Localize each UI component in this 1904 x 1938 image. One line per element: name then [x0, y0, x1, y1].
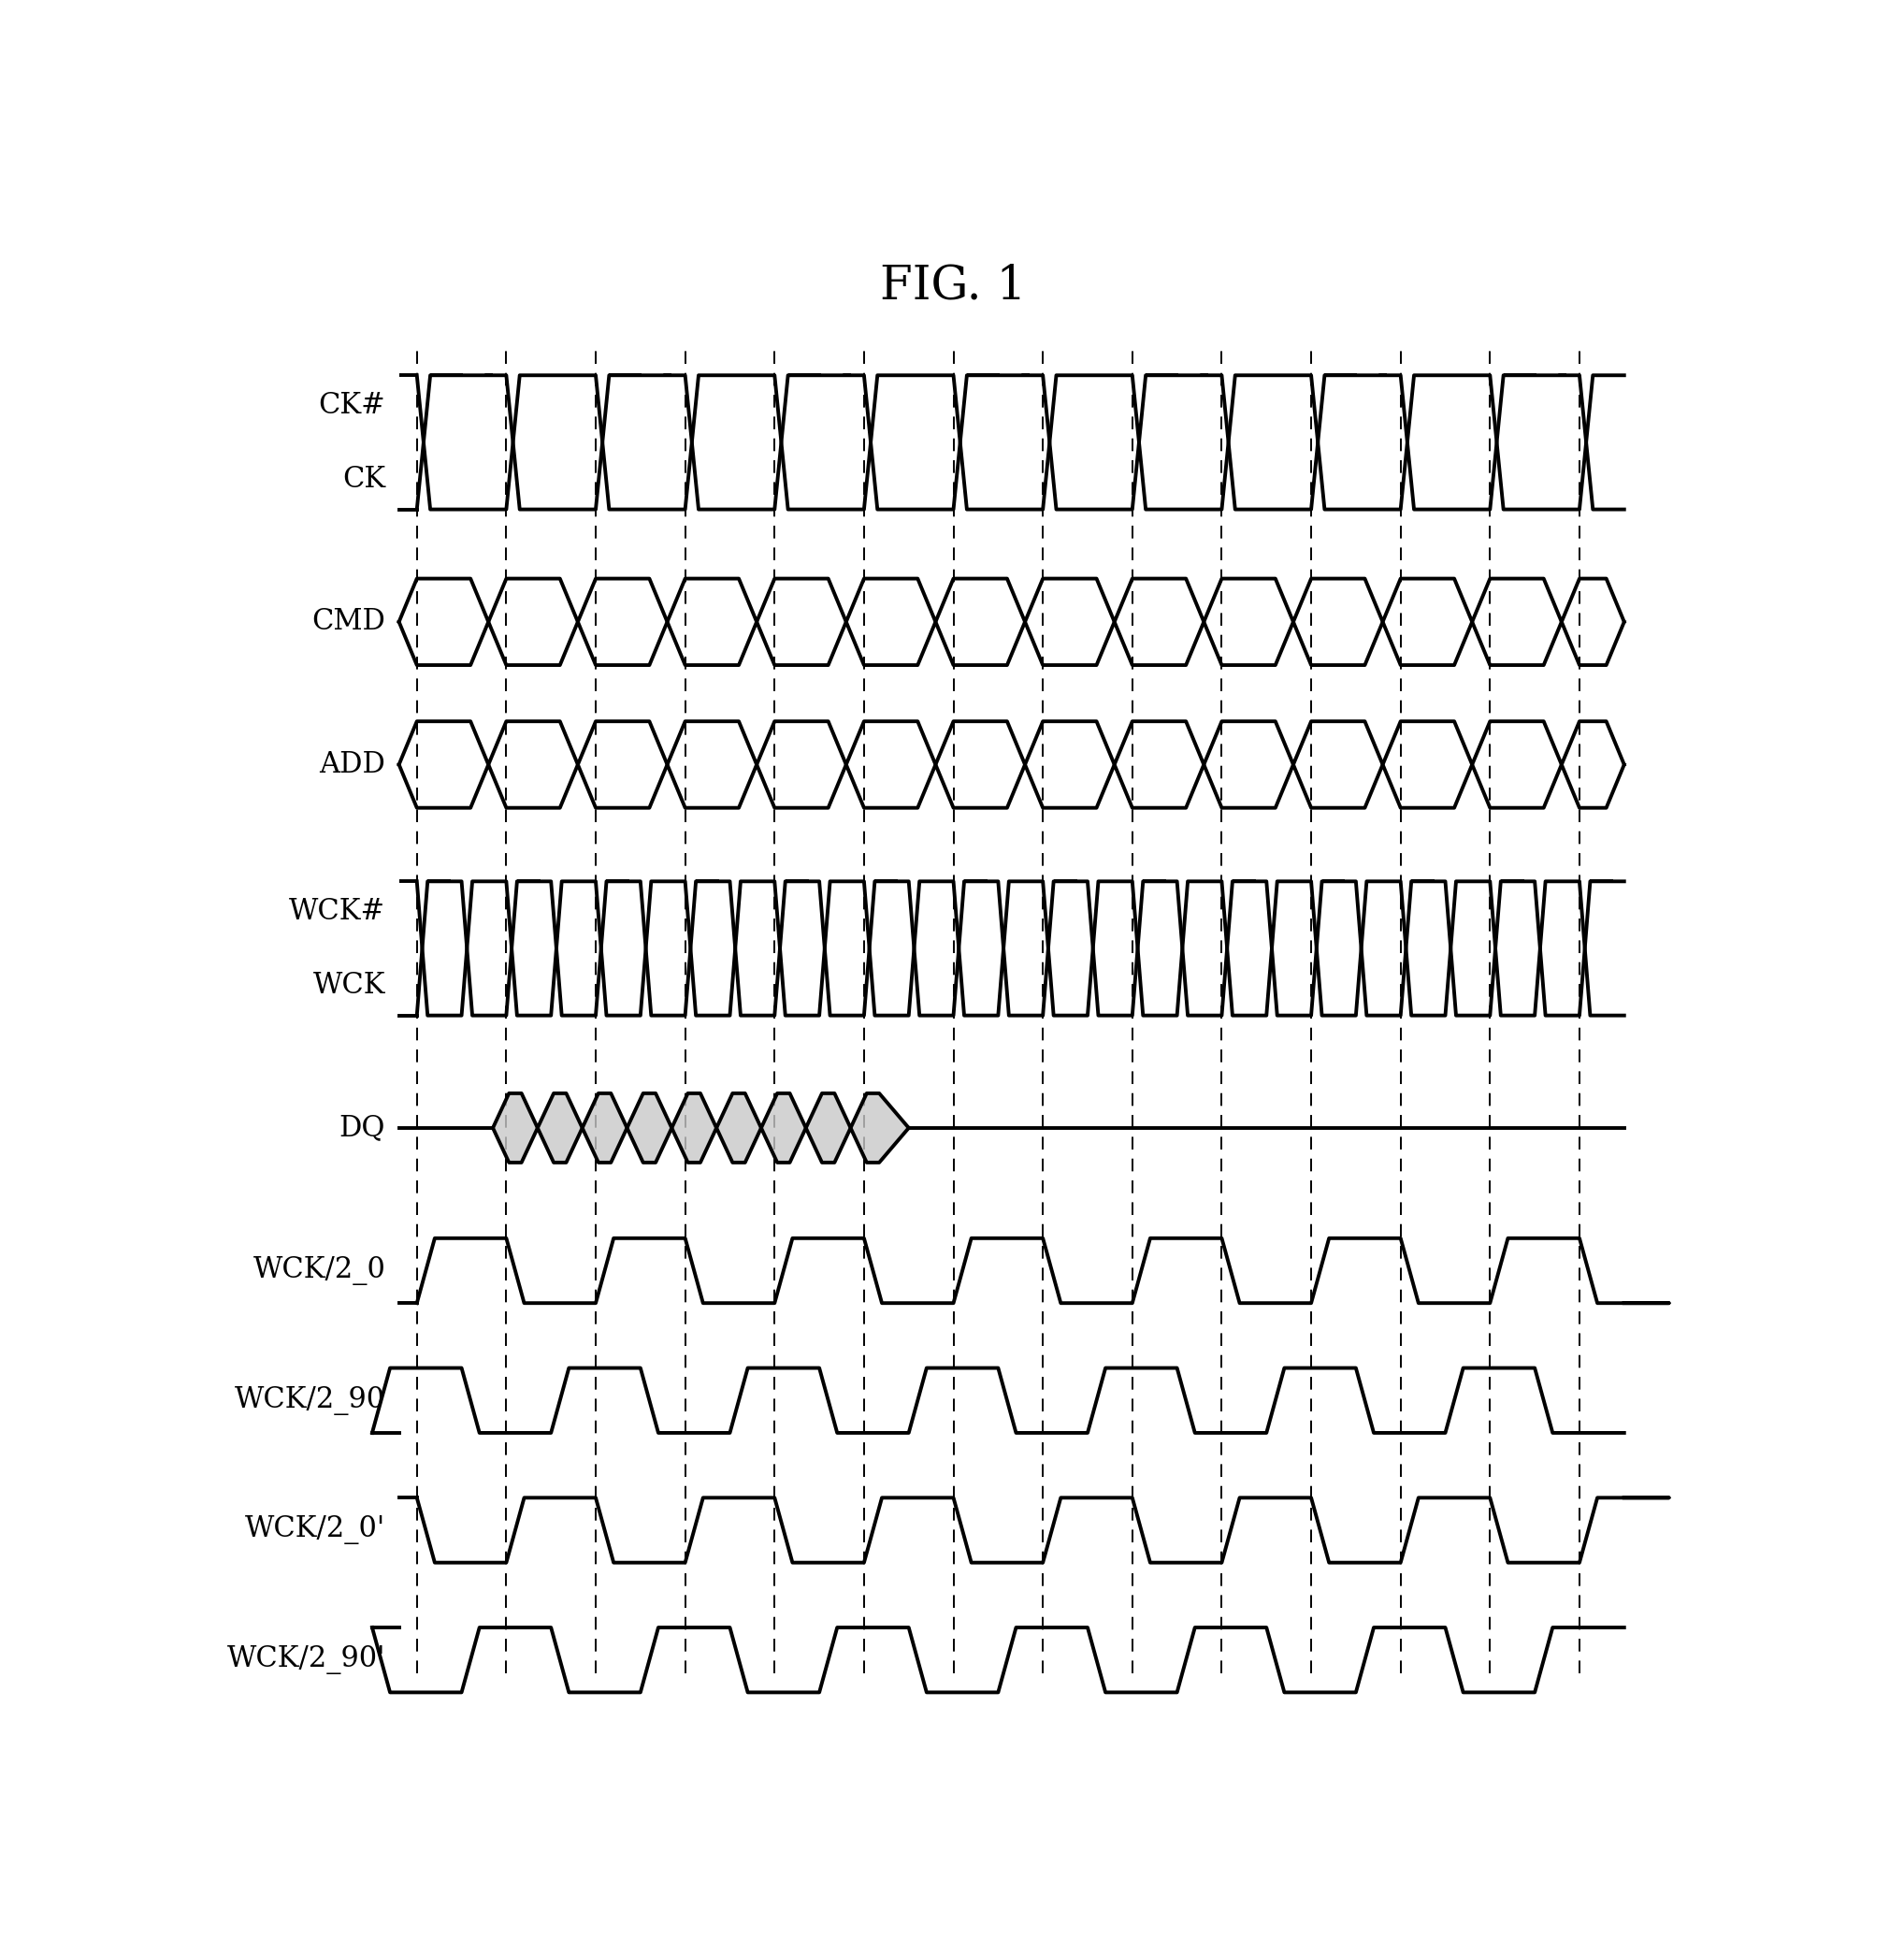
Text: DQ: DQ — [339, 1114, 385, 1141]
Text: WCK/2_0: WCK/2_0 — [253, 1256, 385, 1285]
Text: CK: CK — [343, 465, 385, 494]
Text: WCK: WCK — [312, 971, 385, 1000]
Text: FIG. 1: FIG. 1 — [880, 264, 1026, 308]
Polygon shape — [493, 1093, 908, 1163]
Text: WCK/2_0': WCK/2_0' — [246, 1516, 385, 1545]
Text: WCK/2_90': WCK/2_90' — [227, 1645, 385, 1674]
Text: WCK/2_90: WCK/2_90 — [234, 1386, 385, 1415]
Text: WCK#: WCK# — [289, 897, 385, 926]
Text: CMD: CMD — [312, 607, 385, 636]
Text: ADD: ADD — [320, 750, 385, 779]
Text: CK#: CK# — [318, 391, 385, 421]
